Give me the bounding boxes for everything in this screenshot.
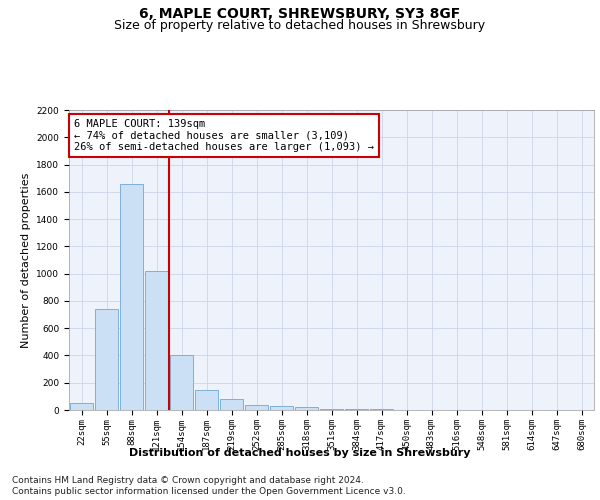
Text: 6 MAPLE COURT: 139sqm
← 74% of detached houses are smaller (3,109)
26% of semi-d: 6 MAPLE COURT: 139sqm ← 74% of detached … [74,119,374,152]
Text: Distribution of detached houses by size in Shrewsbury: Distribution of detached houses by size … [129,448,471,458]
Bar [145,271,169,410]
Bar [295,408,319,410]
Bar [320,408,343,410]
Bar [269,406,293,410]
Text: Size of property relative to detached houses in Shrewsbury: Size of property relative to detached ho… [115,19,485,32]
Bar [170,356,193,410]
Y-axis label: Number of detached properties: Number of detached properties [21,172,31,348]
Text: 6, MAPLE COURT, SHREWSBURY, SY3 8GF: 6, MAPLE COURT, SHREWSBURY, SY3 8GF [139,8,461,22]
Text: Contains HM Land Registry data © Crown copyright and database right 2024.: Contains HM Land Registry data © Crown c… [12,476,364,485]
Bar [245,404,268,410]
Text: Contains public sector information licensed under the Open Government Licence v3: Contains public sector information licen… [12,488,406,496]
Bar [70,403,94,410]
Bar [194,390,218,410]
Bar [119,184,143,410]
Bar [95,309,118,410]
Bar [220,399,244,410]
